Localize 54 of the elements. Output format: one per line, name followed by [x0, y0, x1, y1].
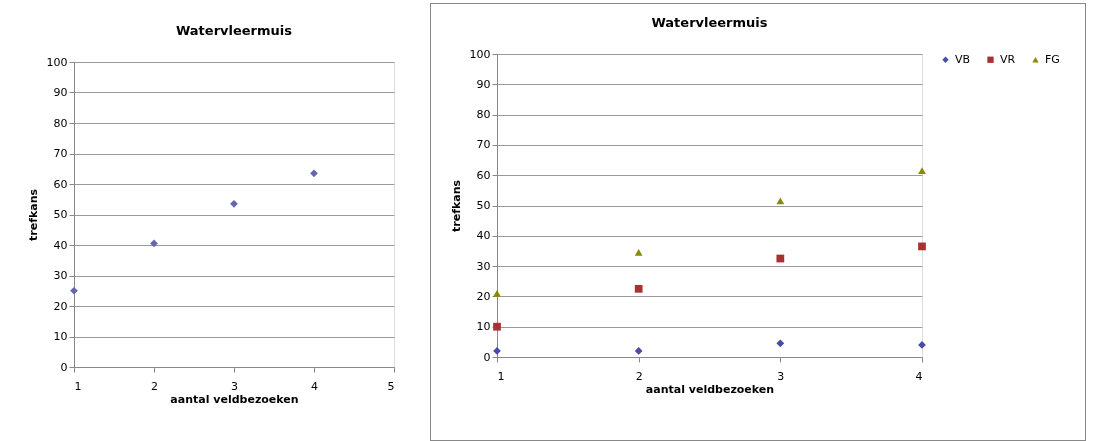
y-tick-label: 100: [46, 55, 68, 69]
y-tick-label: 30: [476, 259, 491, 273]
legend-label: VB: [955, 52, 971, 66]
y-tick-label: 10: [476, 320, 491, 334]
point: [634, 284, 643, 293]
point: [918, 242, 926, 251]
point: [493, 322, 501, 331]
y-axis-title: trefkans: [26, 188, 40, 242]
legend-label: VR: [1000, 52, 1016, 66]
y-axis-title: trefkans: [449, 179, 463, 233]
y-tick-label: 60: [53, 177, 68, 191]
point: [310, 169, 318, 178]
chart-title: Watervleermuis: [651, 15, 768, 30]
y-tick-label: 100: [469, 47, 491, 61]
x-axis-title: aantal veldbezoeken: [170, 392, 299, 406]
x-tick-label: 5: [387, 379, 395, 393]
y-tick-label: 90: [476, 77, 491, 91]
y-tick-label: 70: [53, 147, 68, 160]
y-tick-label: 70: [476, 138, 491, 152]
x-tick-label: 2: [151, 379, 158, 393]
y-tick-label: 60: [476, 168, 491, 182]
point: [918, 167, 926, 175]
point: [776, 339, 785, 348]
chart-title: Watervleermuis: [175, 23, 293, 38]
y-tick-label: 50: [476, 199, 491, 212]
y-tick-label: 50: [53, 208, 68, 221]
point: [634, 347, 643, 355]
x-tick-label: 4: [915, 369, 923, 383]
y-tick-label: 0: [60, 360, 68, 374]
x-axis-title: aantal veldbezoeken: [645, 382, 775, 396]
x-tick-label: 3: [777, 369, 785, 383]
x-tick-label: 3: [231, 379, 238, 393]
y-tick-label: 90: [53, 86, 68, 99]
y-tick-label: 0: [483, 350, 491, 364]
y-tick-label: 10: [53, 330, 68, 343]
point: [70, 286, 78, 295]
point: [150, 239, 158, 248]
point: [776, 197, 785, 205]
point: [776, 254, 785, 263]
x-tick-label: 2: [635, 369, 643, 383]
y-tick-label: 40: [476, 229, 491, 243]
y-tick-label: 40: [53, 238, 68, 252]
y-tick-label: 30: [53, 269, 68, 282]
point: [634, 249, 643, 256]
point: [230, 199, 238, 208]
y-tick-label: 80: [53, 116, 68, 130]
x-tick-label: 4: [311, 379, 318, 393]
x-tick-label: 1: [497, 369, 505, 383]
point: [493, 290, 501, 297]
y-tick-label: 80: [476, 108, 491, 122]
y-tick-label: 20: [476, 289, 491, 303]
x-tick-label: 1: [74, 379, 82, 393]
y-tick-label: 20: [53, 299, 68, 313]
legend-label: FG: [1045, 52, 1060, 66]
